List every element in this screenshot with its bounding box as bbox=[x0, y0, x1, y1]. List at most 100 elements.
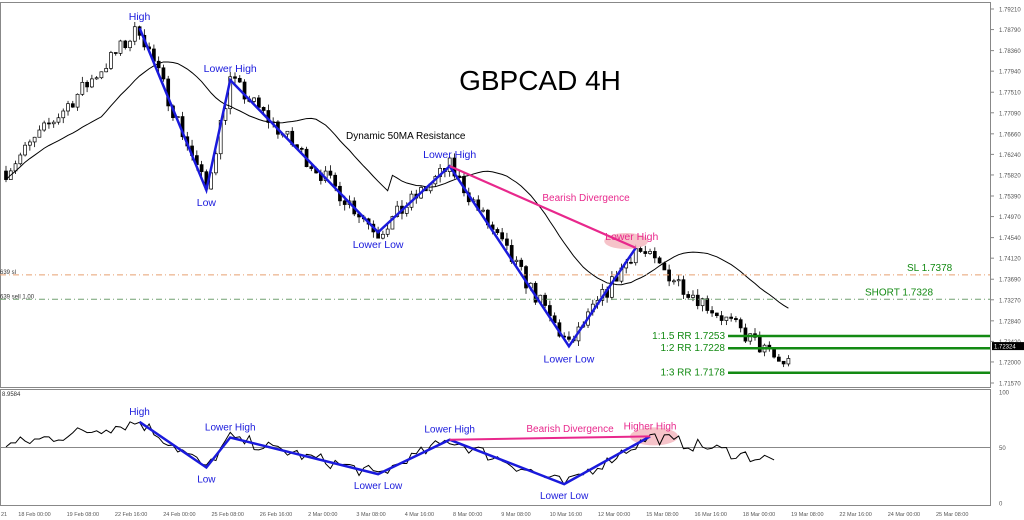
x-tick-label: 18 Feb 00:00 bbox=[18, 512, 50, 518]
candle bbox=[118, 40, 123, 54]
y-tick-label: 1.73270 bbox=[999, 298, 1021, 304]
x-tick-label: 25 Mar 08:00 bbox=[936, 512, 968, 518]
candle bbox=[132, 26, 137, 42]
candle bbox=[695, 294, 700, 307]
chart-title: GBPCAD 4H bbox=[459, 65, 621, 96]
oscillator-swing-label: Lower Low bbox=[354, 481, 403, 492]
candle bbox=[648, 251, 652, 254]
y-tick-label: 1.75390 bbox=[999, 195, 1021, 201]
indicator-y-tick-label: 0 bbox=[999, 502, 1003, 508]
candle bbox=[705, 298, 710, 311]
candle bbox=[786, 358, 791, 365]
candle bbox=[676, 279, 681, 282]
candle bbox=[161, 67, 166, 80]
candle bbox=[32, 136, 37, 143]
candle bbox=[657, 257, 662, 264]
candle bbox=[51, 121, 56, 125]
highlight-ellipse bbox=[604, 233, 649, 250]
y-tick-label: 1.74120 bbox=[999, 257, 1021, 263]
candle bbox=[700, 298, 705, 307]
x-tick-label: 25 Feb 08:00 bbox=[212, 512, 244, 518]
oscillator-swing-label: Lower High bbox=[205, 423, 256, 434]
x-tick-label: 22 Feb 16:00 bbox=[115, 512, 147, 518]
ma-label: Dynamic 50MA Resistance bbox=[346, 131, 466, 142]
y-tick-label: 1.78360 bbox=[999, 49, 1021, 55]
candle bbox=[123, 40, 128, 49]
x-tick-label: 19 Feb 08:00 bbox=[67, 512, 99, 518]
candle bbox=[199, 164, 204, 173]
zigzag-pattern-line bbox=[138, 27, 637, 349]
candle bbox=[514, 259, 519, 262]
candle bbox=[381, 233, 385, 239]
candle bbox=[237, 77, 242, 83]
swing-label: Lower Low bbox=[544, 353, 595, 365]
x-tick-label: 9 Mar 08:00 bbox=[501, 512, 530, 518]
candle bbox=[519, 259, 524, 267]
candle bbox=[643, 251, 648, 254]
candle bbox=[128, 40, 132, 49]
candle bbox=[80, 81, 85, 95]
candle bbox=[495, 229, 500, 234]
candle bbox=[109, 52, 113, 69]
y-tick-label: 1.76240 bbox=[999, 153, 1021, 159]
y-tick-label: 1.75820 bbox=[999, 173, 1021, 179]
y-tick-label: 1.74540 bbox=[999, 236, 1021, 242]
candle bbox=[691, 294, 695, 298]
swing-label: Lower High bbox=[423, 149, 476, 161]
oscillator-swing-label: Higher High bbox=[624, 421, 677, 432]
y-tick-label: 1.73690 bbox=[999, 278, 1021, 284]
oscillator-divergence-line bbox=[449, 435, 651, 441]
candle bbox=[672, 280, 676, 283]
candle bbox=[328, 170, 333, 176]
x-tick-label: 24 Mar 00:00 bbox=[888, 512, 920, 518]
current-price-label: 1.72324 bbox=[994, 345, 1016, 351]
candle bbox=[47, 122, 51, 125]
y-tick-label: 1.72840 bbox=[999, 319, 1021, 325]
candle bbox=[252, 97, 256, 102]
x-tick-label: 16 Mar 16:00 bbox=[695, 512, 727, 518]
order-tag: 639 sl bbox=[0, 270, 16, 276]
candle bbox=[385, 228, 390, 235]
y-tick-label: 1.77940 bbox=[999, 70, 1021, 76]
order-level-label: SL 1.7378 bbox=[907, 263, 953, 274]
candle bbox=[738, 319, 743, 329]
candle bbox=[719, 315, 724, 321]
x-tick-label: 8 Mar 00:00 bbox=[453, 512, 482, 518]
indicator-y-tick-label: 50 bbox=[999, 446, 1006, 452]
candle bbox=[395, 205, 400, 217]
candle bbox=[743, 327, 748, 342]
candle bbox=[667, 269, 671, 282]
candle bbox=[638, 248, 643, 252]
candle bbox=[710, 310, 714, 314]
candle bbox=[113, 52, 118, 54]
order-tag: 639 sell 1.00 bbox=[0, 294, 35, 300]
divergence-label: Bearish Divergence bbox=[542, 193, 630, 204]
candle bbox=[18, 154, 23, 165]
candle bbox=[567, 336, 571, 340]
candle bbox=[214, 153, 218, 174]
swing-label: Low bbox=[197, 197, 217, 209]
candle bbox=[543, 294, 547, 306]
x-tick-label: 12 Mar 00:00 bbox=[598, 512, 630, 518]
candle bbox=[104, 68, 109, 73]
target-level-label: 1:1.5 RR 1.7253 bbox=[652, 331, 725, 342]
moving-average-line bbox=[5, 61, 789, 309]
candle bbox=[309, 166, 314, 169]
candle bbox=[70, 103, 75, 108]
candle bbox=[37, 129, 42, 138]
candle bbox=[242, 81, 247, 100]
candle bbox=[729, 316, 734, 319]
swing-label: High bbox=[129, 11, 151, 23]
candle bbox=[61, 110, 66, 119]
candle bbox=[777, 356, 781, 362]
oscillator-zigzag-line bbox=[138, 420, 651, 486]
x-tick-label: 19 Mar 08:00 bbox=[791, 512, 823, 518]
x-tick-label: 3 Mar 08:00 bbox=[356, 512, 385, 518]
y-tick-label: 1.74970 bbox=[999, 215, 1021, 221]
candle bbox=[652, 251, 657, 259]
candle bbox=[662, 262, 667, 271]
candle bbox=[748, 333, 753, 342]
x-tick-label: 26 Feb 16:00 bbox=[260, 512, 292, 518]
